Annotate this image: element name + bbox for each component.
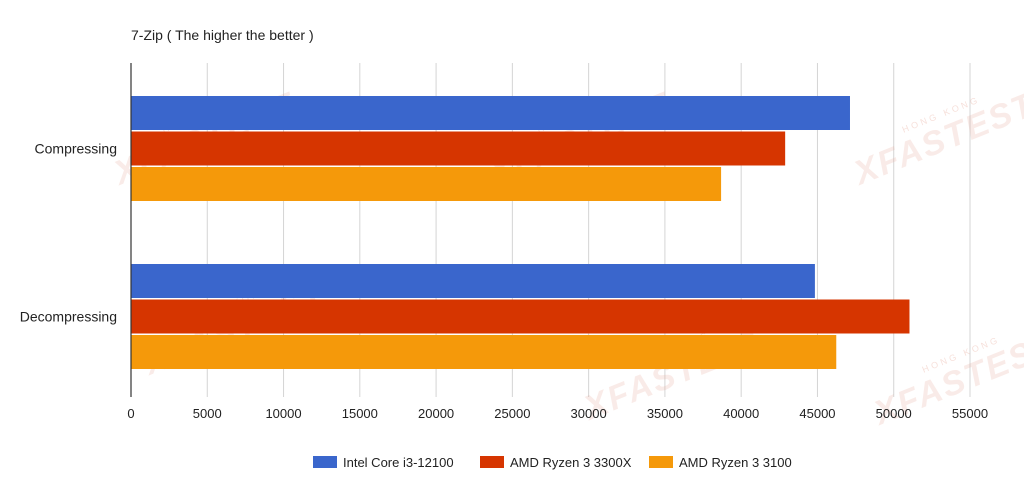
legend-item[interactable]: AMD Ryzen 3 3300X — [480, 455, 632, 470]
x-tick-label: 45000 — [799, 406, 835, 421]
legend-label: AMD Ryzen 3 3300X — [510, 455, 632, 470]
x-tick-label: 35000 — [647, 406, 683, 421]
legend-label: AMD Ryzen 3 3100 — [679, 455, 792, 470]
legend-swatch — [313, 456, 337, 468]
x-tick-label: 40000 — [723, 406, 759, 421]
bar-compressing-series-2 — [131, 131, 786, 166]
chart-title: 7-Zip ( The higher the better ) — [131, 27, 314, 43]
x-tick-label: 15000 — [342, 406, 378, 421]
legend-item[interactable]: AMD Ryzen 3 3100 — [649, 455, 792, 470]
category-labels: Compressing Decompressing — [20, 141, 117, 325]
x-tick-labels: 0 5000 10000 15000 20000 25000 30000 35000 40000… — [127, 406, 988, 421]
x-tick-label: 0 — [127, 406, 134, 421]
legend[interactable]: Intel Core i3-12100 AMD Ryzen 3 3300X AMD … — [313, 455, 792, 470]
legend-swatch — [649, 456, 673, 468]
x-tick-label: 50000 — [876, 406, 912, 421]
bar-decompressing-series-2 — [131, 299, 910, 334]
x-tick-label: 10000 — [265, 406, 301, 421]
bar-compressing-series-3 — [131, 167, 722, 201]
legend-item[interactable]: Intel Core i3-12100 — [313, 455, 454, 470]
legend-swatch — [480, 456, 504, 468]
category-label: Compressing — [35, 141, 117, 157]
bar-decompressing-series-3 — [131, 335, 837, 369]
x-tick-label: 20000 — [418, 406, 454, 421]
category-label: Decompressing — [20, 309, 117, 325]
x-tick-label: 30000 — [571, 406, 607, 421]
bars — [131, 96, 910, 369]
legend-label: Intel Core i3-12100 — [343, 455, 454, 470]
bar-compressing-series-1 — [131, 96, 850, 130]
watermark-text: XFASTEST — [847, 85, 1024, 193]
x-tick-label: 55000 — [952, 406, 988, 421]
x-tick-label: 25000 — [494, 406, 530, 421]
x-tick-label: 5000 — [193, 406, 222, 421]
bar-decompressing-series-1 — [131, 264, 815, 298]
